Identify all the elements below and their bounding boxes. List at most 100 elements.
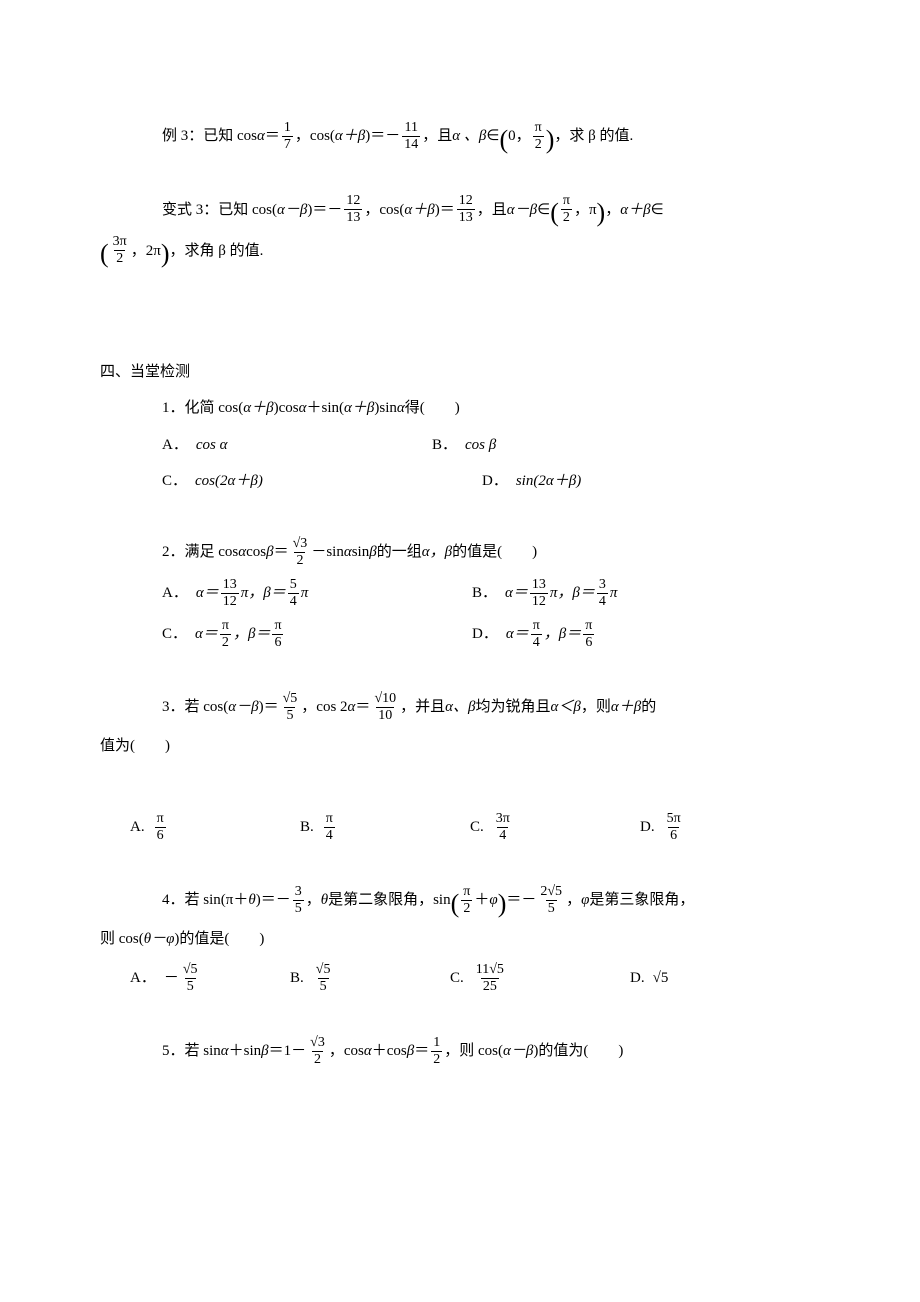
frac: π4: [531, 618, 542, 651]
frac: √32: [291, 536, 310, 569]
text: 5．若 sin: [162, 1037, 221, 1066]
amb: α－β: [503, 1037, 533, 1066]
frac: π2: [561, 193, 572, 226]
text: ＝: [414, 1037, 429, 1066]
text: )cos: [274, 394, 299, 423]
ex3-label: 例 3：: [162, 122, 203, 151]
theta: θ: [248, 886, 255, 915]
text: ∈: [651, 196, 664, 225]
section4-heading: 四、当堂检测: [100, 358, 820, 387]
q4-option-c: C.11√525: [450, 962, 570, 995]
q3-option-a: A.π6: [130, 811, 240, 844]
a: α: [348, 693, 356, 722]
frac: π6: [155, 811, 166, 844]
frac: 35: [293, 884, 304, 917]
text: ＋: [474, 886, 489, 915]
var3-label: 变式 3：: [162, 196, 218, 225]
a: α: [299, 394, 307, 423]
q4-option-b: B.√55: [290, 962, 390, 995]
vars: α、β: [445, 693, 475, 722]
variant3-line2: ( 3π2 ，2π ) ，求角 β 的值.: [100, 234, 820, 267]
text: )sin: [374, 394, 397, 423]
text: ∈: [537, 196, 550, 225]
text: 值为( ): [100, 732, 170, 761]
text: ，: [566, 886, 581, 915]
q5-stem: 5．若 sin α ＋sin β ＝1－ √32 ，cos α ＋cos β ＝…: [162, 1035, 820, 1068]
a: α: [221, 1037, 229, 1066]
text: sin: [352, 538, 370, 567]
b2: β: [369, 538, 376, 567]
q4-option-a: A．－√55: [130, 962, 230, 995]
frac: 1312: [530, 577, 548, 610]
q3-option-d: D.5π6: [640, 811, 750, 844]
frac: 1312: [221, 577, 239, 610]
a2: α: [364, 1037, 372, 1066]
text: 则 cos(: [100, 925, 144, 954]
text: 4．若 sin(π＋: [162, 886, 248, 915]
q1-options-row1: A．cos α B．cos β: [162, 431, 820, 460]
frac: π4: [324, 811, 335, 844]
text: )＝: [435, 196, 455, 225]
text: ，且: [477, 196, 507, 225]
q4-stem-line1: 4．若 sin(π＋ θ )＝－ 35 ， θ 是第二象限角，sin ( π2 …: [162, 884, 820, 917]
a2: α: [397, 394, 405, 423]
text: ∈: [486, 122, 499, 151]
text: ＝: [265, 122, 280, 151]
apb: α＋β: [404, 196, 434, 225]
frac: √32: [308, 1035, 327, 1068]
text: )＝－: [365, 122, 400, 151]
text: 已知 cos: [203, 122, 257, 151]
amb2: α－β: [507, 196, 537, 225]
q2-option-c: C． α＝ π2 ，β＝ π6: [162, 618, 412, 651]
a: α: [238, 538, 246, 567]
frac: π2: [533, 120, 544, 153]
text: cos: [246, 538, 266, 567]
frac: 2√55: [538, 884, 564, 917]
q3-stem-line2: 值为( ): [100, 732, 820, 761]
text: ＋sin: [229, 1037, 262, 1066]
frac: 3π4: [494, 811, 512, 844]
text: ，求 β 的值.: [554, 122, 633, 151]
q2-option-d: D． α＝ π4 ，β＝ π6: [472, 618, 612, 651]
text: )＝: [259, 693, 279, 722]
frac: √1010: [372, 691, 398, 724]
q2-option-b: B． α＝ 1312 π，β＝ 34 π: [472, 577, 617, 610]
text: )＝－: [256, 886, 291, 915]
variant3-line1: 变式 3： 已知 cos( α－β )＝－ 1213 ，cos( α＋β )＝ …: [162, 193, 820, 226]
text: 已知 cos(: [218, 196, 277, 225]
frac: 1213: [344, 193, 362, 226]
text: 得( ): [405, 394, 460, 423]
text: )的值为( ): [533, 1037, 623, 1066]
q2-option-a: A． α＝ 1312 π，β＝ 54 π: [162, 577, 412, 610]
q4-option-d: D.√5: [630, 964, 710, 993]
frac: √55: [181, 962, 200, 995]
q1-option-a: A．cos α: [162, 431, 372, 460]
apb: α＋β: [611, 693, 641, 722]
text: ＝: [274, 538, 289, 567]
q1-option-d: D．sin(2α＋β): [482, 467, 622, 496]
frac: 17: [282, 120, 293, 153]
tmf: θ－φ: [144, 925, 175, 954]
q3-option-b: B.π4: [300, 811, 410, 844]
vars: α，β: [422, 538, 452, 567]
text: 均为锐角且: [476, 693, 551, 722]
text: ＋cos: [372, 1037, 407, 1066]
frac: 12: [431, 1035, 442, 1068]
b2: β: [407, 1037, 414, 1066]
text: 是第三象限角，: [589, 886, 694, 915]
ab2: α＋β: [344, 394, 374, 423]
q2-options-row1: A． α＝ 1312 π，β＝ 54 π B． α＝ 1312 π，β＝ 34 …: [162, 577, 820, 610]
b: β: [261, 1037, 268, 1066]
frac: 1213: [457, 193, 475, 226]
q2-options-row2: C． α＝ π2 ，β＝ π6 D． α＝ π4 ，β＝ π6: [162, 618, 820, 651]
text: 的一组: [377, 538, 422, 567]
text: )的值是( ): [174, 925, 264, 954]
q1-stem: 1．化简 cos( α＋β )cos α ＋sin( α＋β )sin α 得(…: [162, 394, 820, 423]
text: 的: [641, 693, 656, 722]
text: ，并且: [400, 693, 445, 722]
text: ，cos(: [364, 196, 404, 225]
theta2: θ: [321, 886, 328, 915]
text: ，则: [581, 693, 611, 722]
alpha: α: [257, 122, 265, 151]
frac: √55: [281, 691, 300, 724]
